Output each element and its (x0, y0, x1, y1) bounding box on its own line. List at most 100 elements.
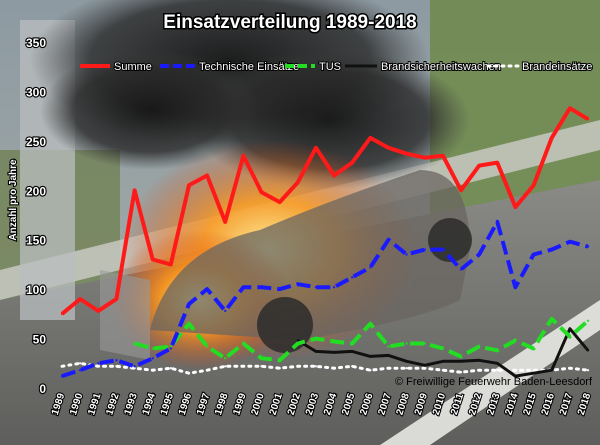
data-point (60, 374, 64, 378)
data-point (496, 362, 499, 365)
data-point (514, 205, 517, 209)
data-point (423, 367, 426, 370)
data-point (369, 266, 372, 269)
data-point (133, 189, 136, 192)
data-point (568, 335, 572, 338)
data-point (387, 146, 390, 149)
data-point (423, 156, 426, 159)
data-point (478, 253, 481, 256)
data-point (133, 342, 136, 345)
data-point (532, 184, 535, 187)
data-point (550, 369, 553, 372)
data-point (133, 367, 136, 370)
data-point (532, 369, 535, 372)
data-point (568, 107, 572, 110)
data-point (314, 365, 318, 368)
data-point (478, 369, 481, 372)
data-point (278, 200, 281, 204)
data-point (387, 238, 390, 241)
data-point (260, 357, 263, 360)
data-point (568, 240, 572, 243)
data-point (405, 152, 408, 155)
data-point (205, 174, 209, 177)
data-point (332, 367, 336, 370)
data-point (532, 347, 535, 350)
data-point (496, 349, 499, 352)
data-point (496, 220, 499, 224)
data-point (187, 372, 191, 375)
series-line (134, 316, 590, 363)
data-point (405, 342, 408, 345)
data-point (242, 342, 245, 345)
series-line (60, 106, 590, 316)
data-point (441, 154, 445, 157)
data-point (423, 248, 426, 251)
data-point (550, 136, 553, 140)
series-1 (60, 219, 590, 379)
data-point (205, 287, 209, 291)
data-point (514, 374, 517, 378)
data-point (296, 342, 299, 345)
data-point (224, 365, 227, 368)
data-point (115, 365, 118, 368)
data-point (441, 369, 445, 372)
legend-label: Summe (114, 61, 152, 73)
data-point (369, 136, 372, 140)
data-point (586, 369, 590, 372)
data-point (369, 369, 372, 372)
data-point (187, 302, 191, 306)
data-point (405, 367, 408, 370)
data-point (314, 146, 318, 149)
data-point (351, 161, 354, 164)
data-point (459, 268, 463, 271)
data-point (459, 189, 463, 192)
data-point (586, 245, 590, 248)
y-tick-label: 350 (26, 36, 46, 50)
y-tick-label: 50 (33, 333, 47, 347)
data-point (278, 287, 281, 291)
legend-label: Brandsicherheitswachen (381, 61, 501, 73)
data-point (78, 297, 82, 301)
data-point (405, 253, 408, 256)
data-point (568, 367, 572, 370)
y-axis-label: Anzahl pro Jahre (8, 159, 19, 241)
data-point (332, 351, 336, 354)
data-point (532, 253, 535, 256)
y-tick-label: 0 (39, 382, 46, 396)
data-point (478, 164, 481, 167)
data-point (532, 372, 535, 375)
data-point (205, 345, 209, 348)
series-4 (60, 361, 590, 375)
data-point (151, 347, 154, 350)
data-point (441, 248, 445, 251)
series-2 (133, 316, 590, 363)
series-line (61, 219, 589, 379)
legend: Summe Technische Einsätze TUS Brandsicherhe… (80, 60, 593, 74)
chart-title: Einsatzverteilung 1989-2018 (163, 12, 416, 33)
y-tick-label: 200 (26, 184, 46, 198)
data-point (514, 339, 517, 342)
data-point (296, 339, 299, 342)
data-point (260, 365, 263, 368)
data-point (351, 365, 354, 368)
credit-text: © Freiwillige Feuerwehr Baden-Leesdorf (395, 376, 593, 388)
data-point (242, 286, 245, 289)
data-point (459, 371, 463, 374)
data-point (586, 319, 590, 322)
legend-label: Brandeinsätze (522, 61, 592, 73)
data-point (314, 286, 318, 289)
data-point (278, 367, 281, 370)
data-point (60, 365, 64, 368)
data-point (514, 286, 517, 289)
data-point (242, 365, 245, 368)
legend-label: TUS (319, 61, 341, 73)
data-point (351, 276, 354, 279)
data-point (387, 345, 390, 348)
y-tick-label: 250 (26, 135, 46, 149)
data-point (314, 337, 318, 340)
data-point (151, 369, 154, 372)
data-point (478, 359, 481, 362)
data-point (260, 191, 263, 194)
series-line (60, 361, 590, 375)
